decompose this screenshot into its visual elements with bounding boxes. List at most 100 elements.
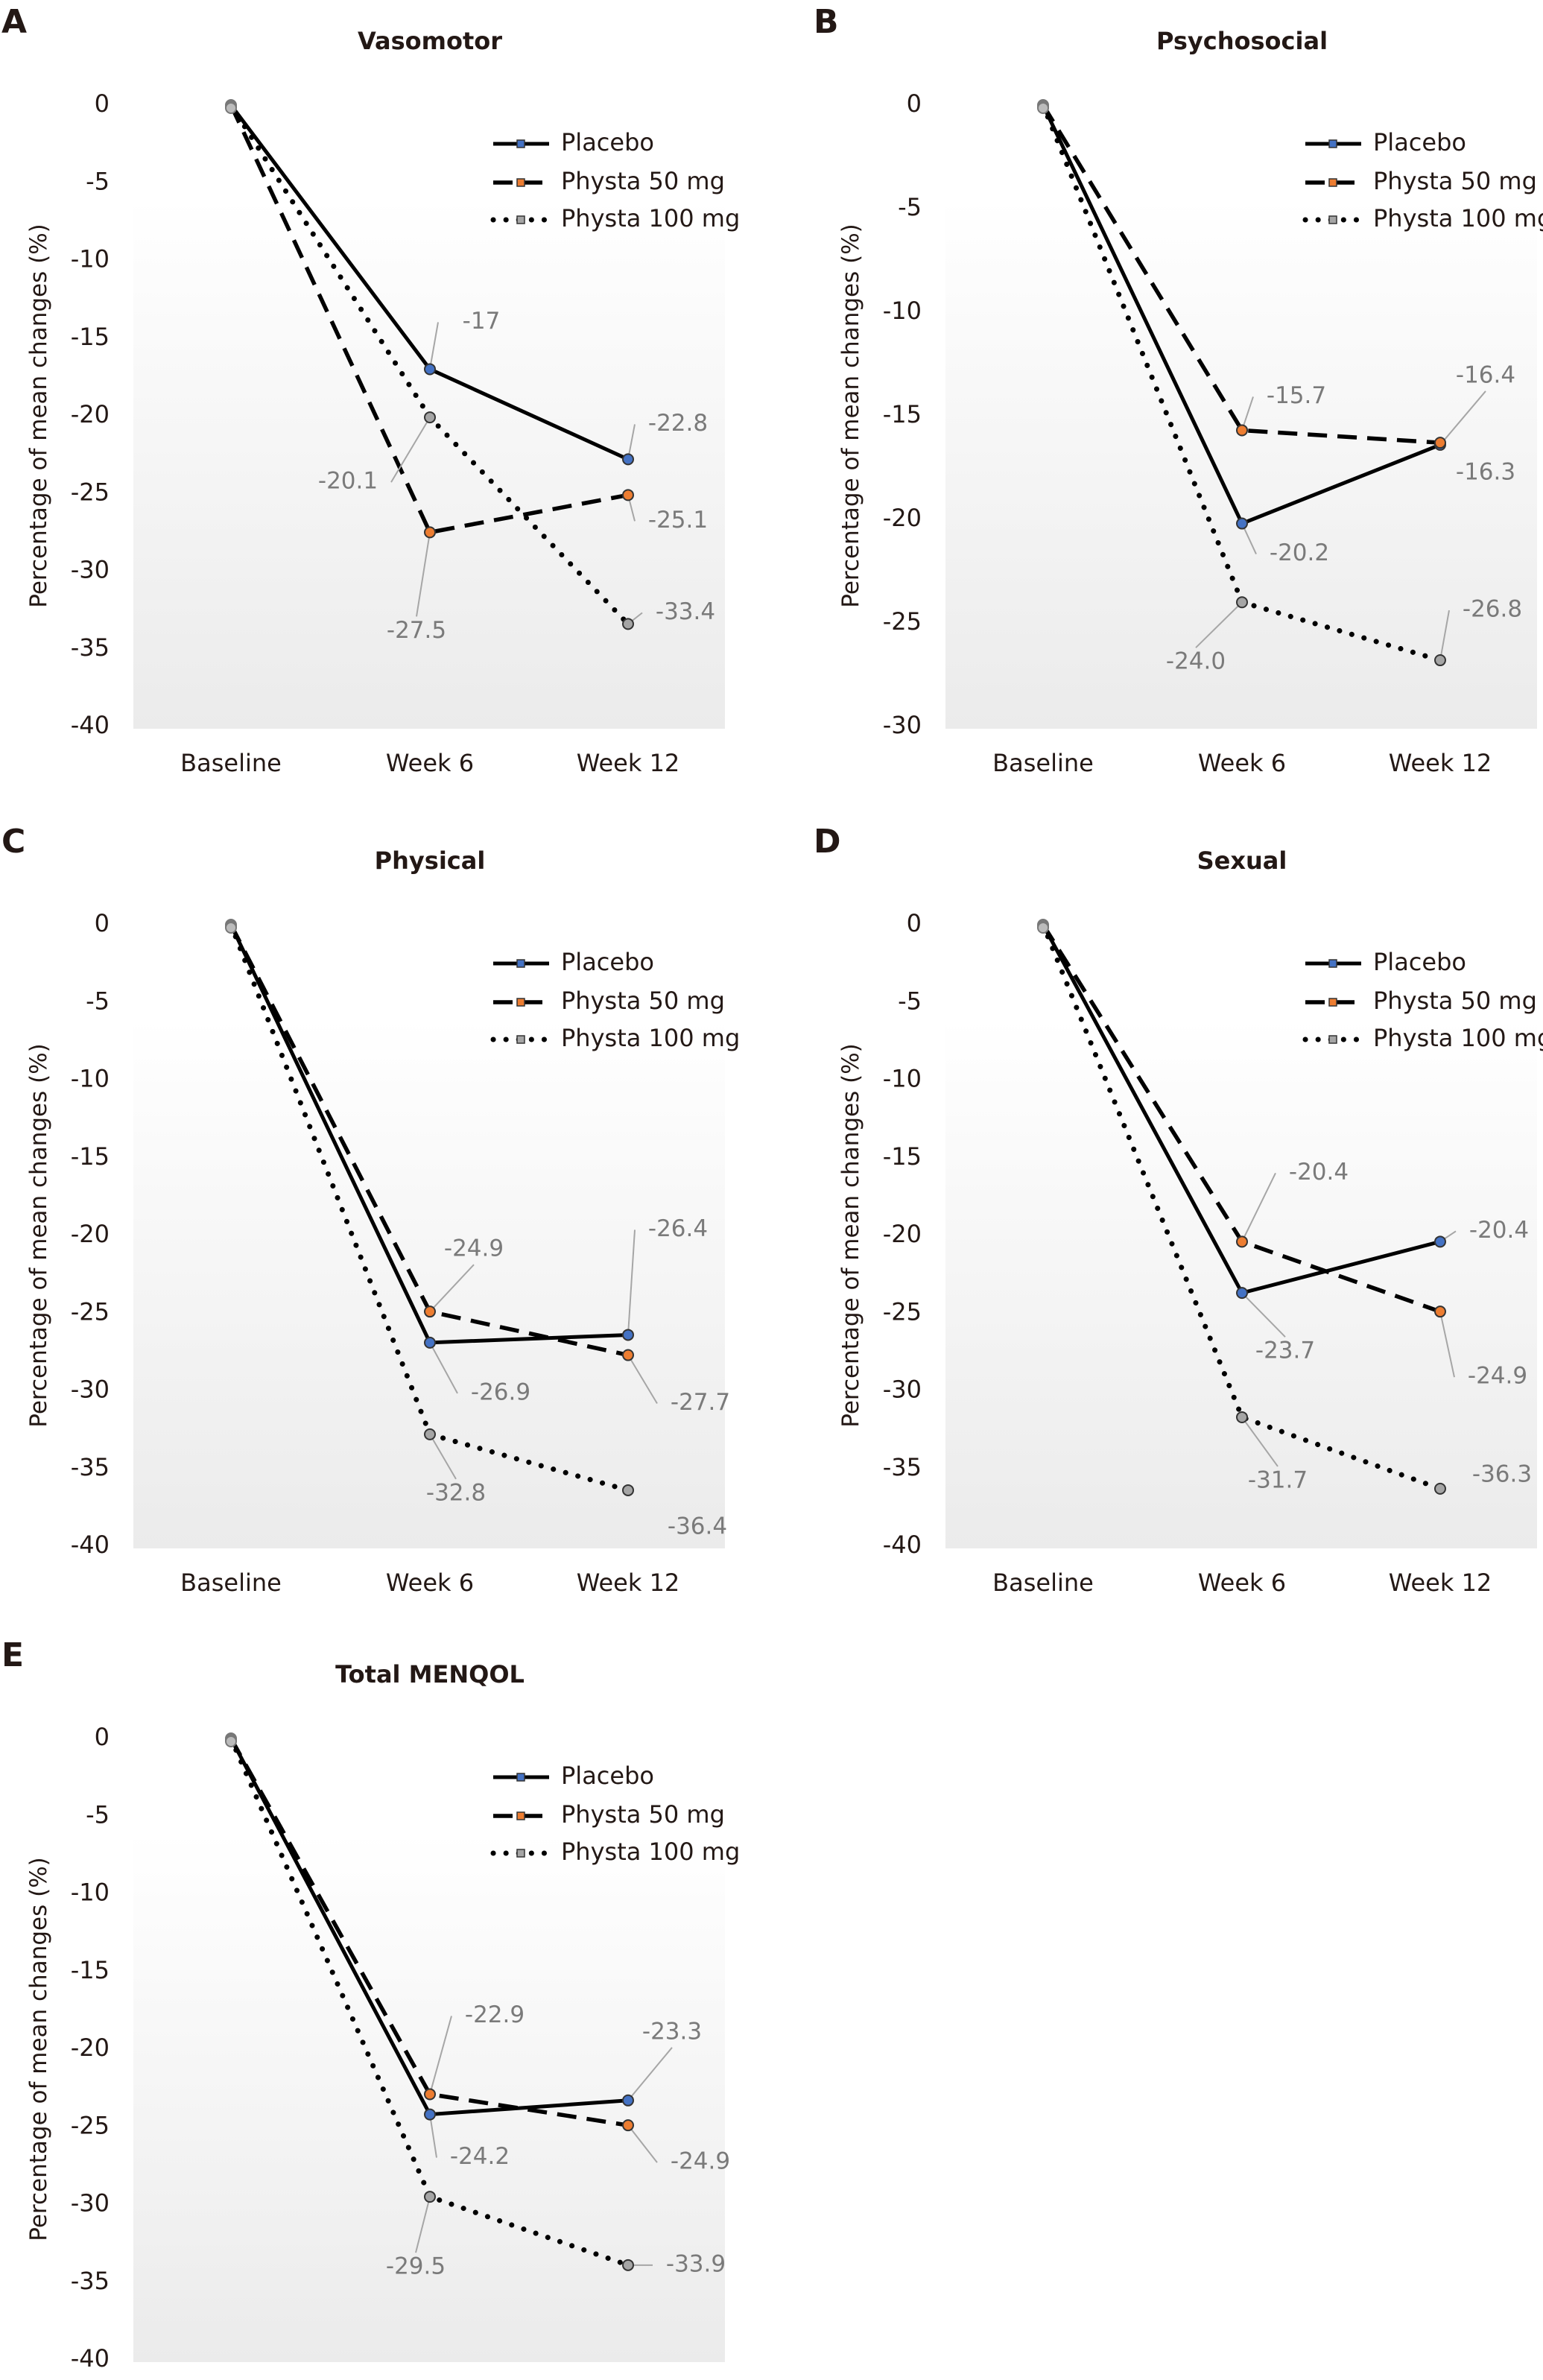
legend-marker: [1328, 998, 1337, 1007]
data-label: -25.1: [648, 507, 708, 534]
chart-title: Psychosocial: [1156, 27, 1328, 55]
data-label: -27.5: [387, 617, 446, 644]
legend: Placebo Physta 50 mg Physta 100 mg: [490, 948, 740, 1052]
y-tick-label: -20: [71, 1220, 110, 1248]
data-label: -33.9: [666, 2250, 726, 2277]
leader-line: [627, 2047, 673, 2101]
x-tick-label: Week 12: [577, 749, 680, 777]
data-point: [1236, 1235, 1248, 1248]
y-tick-label: -10: [883, 297, 922, 325]
data-label: -24.0: [1166, 648, 1226, 675]
panel-letter: C: [1, 823, 25, 861]
data-label: -26.9: [471, 1379, 530, 1405]
y-tick-label: -20: [71, 400, 110, 428]
leader-line: [1439, 390, 1486, 446]
y-tick-label: -20: [71, 2034, 110, 2062]
series-line-1: [229, 1737, 629, 2127]
legend-marker: [1328, 1035, 1337, 1044]
data-point: [424, 1305, 436, 1318]
data-point: [424, 1428, 436, 1440]
data-label: -22.8: [648, 410, 708, 437]
legend-label: Physta 50 mg: [561, 1800, 725, 1829]
data-label: -23.7: [1255, 1338, 1315, 1364]
y-tick-label: -35: [71, 2267, 110, 2295]
legend-marker: [516, 139, 525, 148]
legend-marker: [1328, 215, 1337, 224]
panel-e: E Total MENQOL 0 -5 -10 -15 -20 -25 -30 -35 -40 Per…: [1, 1636, 740, 2373]
data-point: [1037, 922, 1049, 934]
y-tick-label: -20: [883, 1220, 922, 1248]
legend-marker: [516, 1773, 525, 1782]
chart-title: Sexual: [1197, 846, 1287, 875]
y-axis-title: Percentage of mean changes (%): [25, 224, 52, 607]
y-tick-label: -15: [883, 400, 922, 428]
y-tick-label: -5: [898, 193, 922, 221]
y-tick-label: -35: [883, 1453, 922, 1481]
legend-marker: [1328, 959, 1337, 968]
leader-line: [1439, 1311, 1455, 1378]
plot-area: [945, 105, 1537, 729]
legend-label: Physta 100 mg: [561, 1024, 740, 1052]
series-line-1: [1041, 104, 1441, 445]
x-tick-label: Week 12: [577, 1569, 680, 1597]
data-label: -17: [463, 308, 501, 335]
data-label: -16.3: [1456, 459, 1515, 486]
legend: Placebo Physta 50 mg Physta 100 mg: [1302, 128, 1543, 232]
y-tick-label: 0: [95, 89, 110, 118]
y-tick-label: -30: [883, 1376, 922, 1404]
legend-label: Physta 50 mg: [1373, 987, 1537, 1015]
data-point: [424, 526, 436, 539]
data-label: -27.7: [671, 1389, 730, 1416]
y-tick-label: -15: [71, 1142, 110, 1171]
legend-marker: [516, 1811, 525, 1820]
panel-letter: B: [814, 3, 839, 41]
leader-line: [416, 532, 431, 617]
chart-title: Total MENQOL: [335, 1660, 525, 1689]
series-line-2: [228, 1735, 631, 2268]
x-tick-label: Week 12: [1389, 1569, 1492, 1597]
y-tick-label: -10: [883, 1065, 922, 1093]
data-label: -24.9: [1468, 1363, 1527, 1390]
legend-marker: [516, 959, 525, 968]
data-point: [622, 2094, 634, 2107]
y-tick-label: -15: [71, 1956, 110, 1984]
data-label: -36.4: [668, 1513, 727, 1539]
panel-c: C Physical 0 -5 -10 -15 -20 -25 -30 -35 -40 Percent…: [1, 823, 740, 1597]
data-label: -15.7: [1267, 382, 1326, 409]
leader-line: [627, 1355, 658, 1405]
leader-line: [429, 2114, 437, 2158]
data-point: [1434, 1305, 1446, 1318]
data-point: [424, 2108, 436, 2121]
y-tick-label: -30: [883, 711, 922, 739]
legend-marker: [1328, 139, 1337, 148]
leader-line: [429, 2016, 452, 2095]
leader-line: [415, 2196, 431, 2253]
data-point: [225, 102, 237, 114]
panel-letter: A: [1, 3, 27, 41]
legend: Placebo Physta 50 mg Physta 100 mg: [490, 128, 740, 232]
y-tick-label: -35: [71, 633, 110, 662]
y-tick-label: -40: [71, 711, 110, 739]
y-tick-label: -20: [883, 504, 922, 532]
data-point: [1434, 1482, 1446, 1495]
data-label: -20.1: [318, 468, 378, 495]
leader-line: [1241, 1172, 1276, 1242]
leader-line: [390, 417, 431, 483]
x-tick-label: Week 12: [1389, 749, 1492, 777]
y-tick-label: -25: [71, 2111, 110, 2139]
legend-label: Physta 50 mg: [1373, 167, 1537, 195]
leader-line: [1241, 1292, 1286, 1338]
y-tick-label: -25: [883, 607, 922, 636]
series-line-2: [1040, 922, 1443, 1492]
legend-marker: [516, 1035, 525, 1044]
data-label: -26.8: [1463, 596, 1522, 623]
leader-line: [429, 1434, 457, 1480]
series-line-1: [229, 104, 629, 535]
leader-line: [429, 322, 439, 370]
data-point: [622, 2259, 634, 2271]
y-tick-label: -5: [86, 987, 110, 1015]
data-label: -22.9: [465, 2001, 525, 2028]
data-point: [1434, 1235, 1446, 1248]
y-tick-label: -35: [71, 1453, 110, 1481]
